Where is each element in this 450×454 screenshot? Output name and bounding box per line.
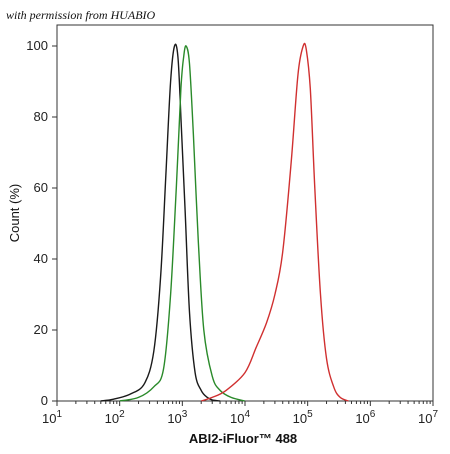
watermark-text: with permission from HUABIO — [6, 8, 156, 22]
x-axis: 101 102 103 104 105 106 107 — [42, 401, 438, 426]
x-tick-label: 101 — [42, 409, 62, 426]
x-tick-label: 106 — [355, 409, 375, 426]
y-tick-label: 80 — [34, 109, 48, 124]
histogram-series-2 — [119, 45, 246, 402]
x-tick-label: 103 — [167, 409, 187, 426]
x-tick-label: 107 — [418, 409, 438, 426]
y-tick-label: 0 — [41, 393, 48, 408]
histogram-series-3 — [200, 42, 349, 402]
x-tick-label: 104 — [230, 409, 250, 426]
y-axis-title: Count (%) — [7, 184, 22, 243]
x-axis-title: ABI2-iFluor™ 488 — [189, 431, 297, 446]
y-tick-label: 20 — [34, 322, 48, 337]
y-tick-label: 40 — [34, 251, 48, 266]
plot-frame — [56, 24, 434, 402]
y-tick-label: 60 — [34, 180, 48, 195]
plot-area — [56, 24, 434, 402]
x-tick-label: 102 — [105, 409, 125, 426]
x-tick-label: 105 — [293, 409, 313, 426]
histogram-series-1 — [100, 43, 221, 402]
y-tick-label: 100 — [26, 38, 48, 53]
y-axis: 0 20 40 60 80 100 — [26, 38, 57, 408]
series-layer — [100, 42, 349, 402]
